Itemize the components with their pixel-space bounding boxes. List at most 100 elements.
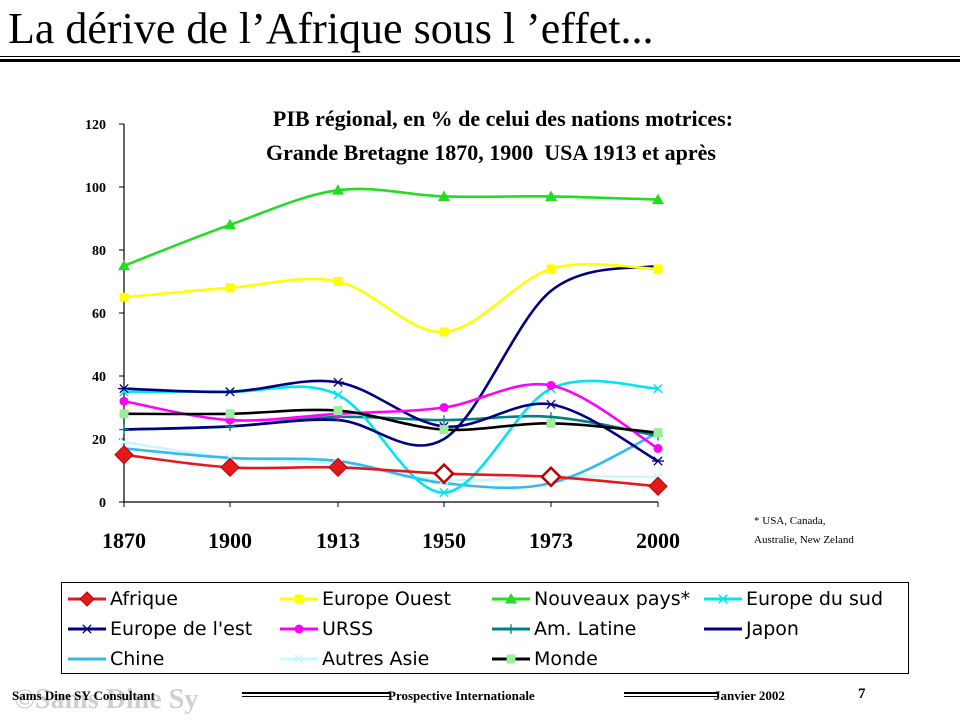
- y-tick-label: 0: [99, 496, 106, 511]
- series-line-6: [123, 382, 659, 450]
- data-point-s11-2: [333, 406, 343, 416]
- legend-swatch-marker: [81, 624, 93, 634]
- data-point-s2-0: [119, 292, 129, 302]
- data-point-s11-4: [546, 418, 556, 428]
- x-tick-label: 1950: [422, 528, 466, 553]
- legend-swatch-marker-stroke-b: [294, 654, 304, 664]
- legend-item: Europe du sud: [702, 584, 908, 614]
- data-point-s1-4: [540, 466, 562, 488]
- data-point-s6-3: [439, 403, 449, 412]
- data-point-s11-3: [439, 425, 449, 435]
- legend-label: Am. Latine: [534, 618, 637, 640]
- legend-label: Japon: [746, 618, 799, 640]
- footer-watermark: ©Sams Dine Sy: [14, 684, 199, 715]
- legend-label: Afrique: [110, 588, 178, 610]
- data-point-s7-3: [439, 415, 449, 425]
- y-tick-label: 120: [85, 118, 106, 133]
- footer-subject: Prospective Internationale: [388, 688, 535, 703]
- data-point-s1-5: [648, 476, 668, 496]
- data-point-s10-0-stroke-b: [119, 437, 129, 447]
- data-point-s4-3-stroke-b: [439, 487, 449, 498]
- x-tick-label: 1900: [208, 528, 252, 553]
- data-point-s2-4: [546, 264, 556, 274]
- data-point-s5-1: [224, 387, 236, 397]
- chart-title: PIB régional, en % de celui des nations …: [273, 106, 733, 131]
- x-tick-label: 1870: [102, 528, 146, 553]
- y-tick-label: 20: [92, 433, 106, 448]
- legend-swatch-marker: [294, 624, 304, 634]
- title-underline-thin: [0, 56, 960, 57]
- legend-item: Nouveaux pays*: [490, 584, 696, 614]
- legend-swatch-marker: [294, 594, 304, 604]
- legend-label: Monde: [534, 648, 598, 670]
- data-point-s11-1: [225, 409, 235, 419]
- chart-footnote: * USA, Canada, Australie, New Zeland: [754, 512, 924, 550]
- legend-swatch-marker-stroke-b: [718, 594, 728, 604]
- legend-item: Japon: [702, 614, 908, 644]
- footer-rule-right-thin: [624, 696, 718, 697]
- data-point-s3-4: [545, 190, 557, 201]
- legend-item: Am. Latine: [490, 614, 696, 644]
- legend-label: URSS: [322, 618, 374, 640]
- footer-rule-right: [624, 692, 718, 694]
- legend-swatch: [492, 593, 530, 604]
- data-point-s5-2: [332, 377, 344, 387]
- legend-swatch: [704, 594, 742, 604]
- legend-swatch: [704, 627, 742, 631]
- footer-rule-left: [242, 692, 390, 694]
- legend-swatch-marker: [718, 594, 728, 604]
- footnote-line-2: Australie, New Zeland: [754, 534, 854, 546]
- y-tick-label: 40: [92, 370, 106, 385]
- data-point-s4-5-stroke-b: [653, 383, 663, 394]
- x-tick-label: 1973: [529, 528, 573, 553]
- footnote-line-1: * USA, Canada,: [754, 515, 826, 527]
- legend-swatch: [492, 624, 530, 634]
- legend-label: Chine: [110, 648, 165, 670]
- y-tick-label: 80: [92, 244, 106, 259]
- legend-swatch: [280, 594, 318, 604]
- data-point-s2-2: [333, 277, 343, 286]
- footer-consultant: Sams Dine SY Consultant: [12, 688, 155, 703]
- data-point-s7-0: [119, 424, 129, 435]
- series-line-11: [123, 408, 659, 434]
- series-line-8: [123, 264, 659, 447]
- legend-swatch: [68, 591, 106, 607]
- x-tick-label: 1913: [316, 528, 360, 553]
- legend-item: Europe Ouest: [278, 584, 484, 614]
- data-point-s1-2: [328, 457, 348, 478]
- data-point-s6-0: [119, 396, 129, 406]
- legend-label: Europe de l'est: [110, 618, 253, 640]
- footer-date: Janvier 2002: [714, 688, 785, 703]
- data-point-s5-5: [652, 456, 664, 466]
- data-point-s3-2: [332, 184, 344, 195]
- legend-label: Nouveaux pays*: [534, 588, 691, 610]
- legend-swatch-marker: [506, 624, 516, 634]
- legend-swatch: [280, 654, 318, 664]
- data-point-s1-1: [220, 457, 240, 478]
- data-point-s11-0: [119, 409, 129, 419]
- legend-label: Autres Asie: [322, 648, 430, 670]
- chart-legend: Afrique Europe Ouest Nouveaux pays* Europe …: [61, 582, 909, 674]
- series-line-2: [123, 262, 659, 334]
- title-underline-thick: [0, 59, 960, 62]
- data-point-s6-4: [546, 380, 556, 390]
- legend-swatch: [280, 624, 318, 634]
- series-line-3: [123, 187, 659, 267]
- legend-swatch: [68, 624, 106, 634]
- y-tick-label: 60: [92, 307, 106, 322]
- legend-item: Autres Asie: [278, 644, 484, 674]
- data-point-s5-0: [118, 383, 130, 394]
- data-point-s4-5: [653, 383, 663, 394]
- data-point-s5-4: [545, 399, 557, 410]
- legend-label: Europe du sud: [746, 588, 883, 610]
- legend-swatch-marker: [294, 654, 304, 664]
- chart-subtitle: Grande Bretagne 1870, 1900 USA 1913 et a…: [266, 140, 716, 165]
- legend-swatch-marker: [505, 593, 517, 604]
- data-point-s3-5: [652, 193, 664, 205]
- data-point-s4-2: [333, 390, 343, 400]
- data-point-s1-0: [114, 445, 134, 465]
- data-point-s4-2-stroke-b: [333, 390, 343, 400]
- series-line-5: [123, 379, 659, 463]
- y-tick-label: 100: [85, 181, 106, 196]
- data-point-s2-3: [439, 327, 449, 337]
